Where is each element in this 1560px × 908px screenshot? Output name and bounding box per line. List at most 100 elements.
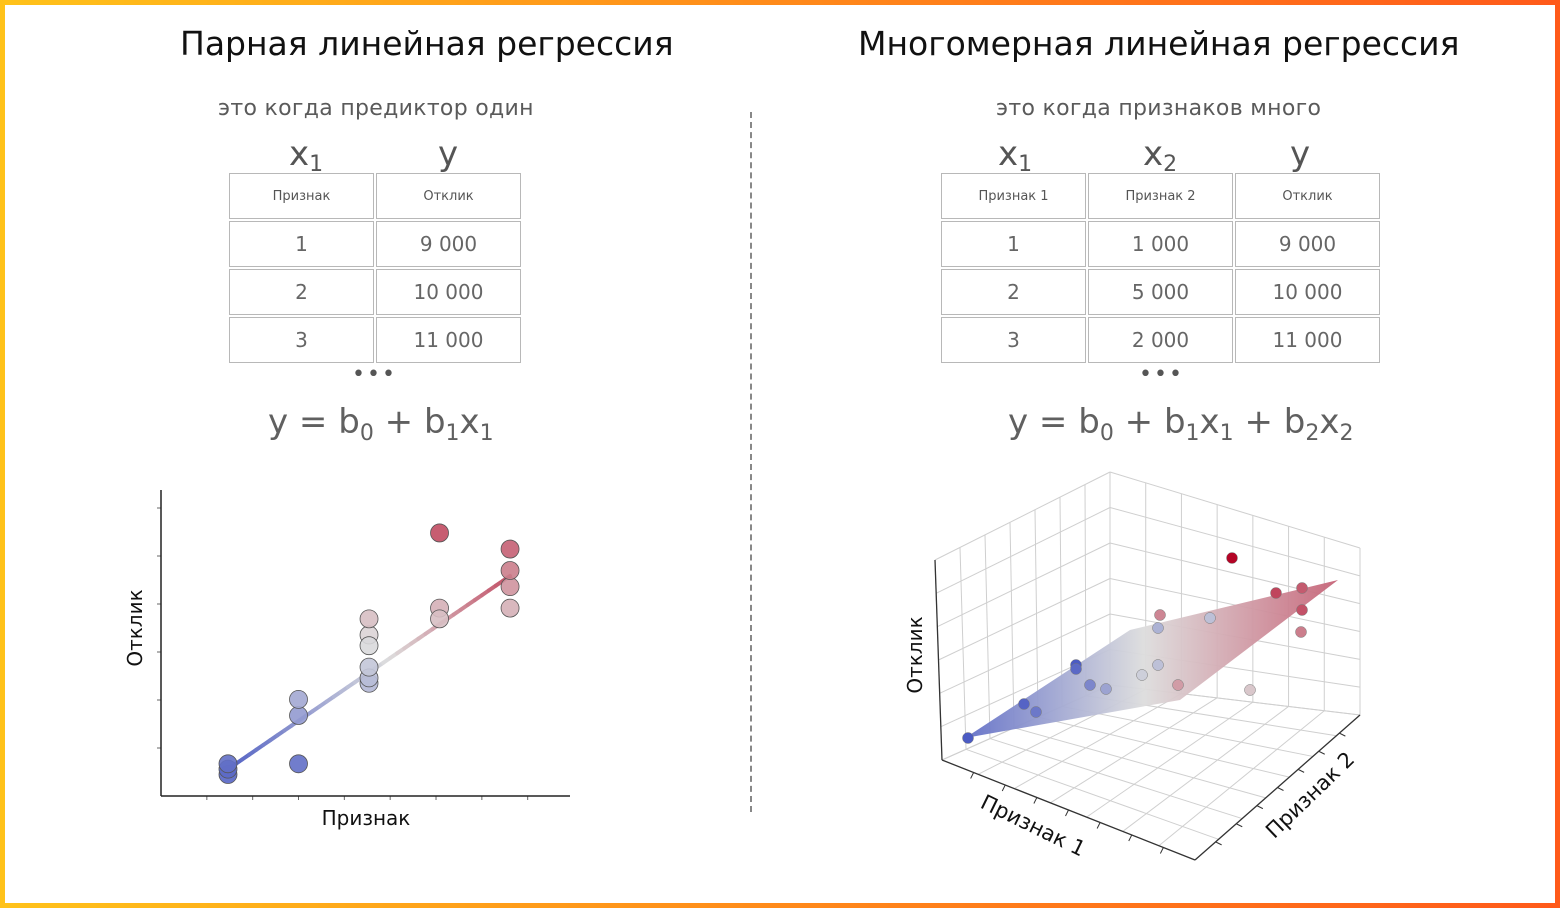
table-cell: 5 000 xyxy=(1088,269,1233,315)
x-tick xyxy=(1065,809,1069,817)
grid-line xyxy=(935,507,1111,594)
x-tick xyxy=(1001,784,1006,792)
data-point xyxy=(218,754,238,774)
left-colvar-y: y xyxy=(437,134,459,174)
regression-plane xyxy=(965,580,1338,738)
table-cell: 10 000 xyxy=(376,269,521,315)
data-point xyxy=(500,561,520,580)
left-subtitle: это когда предиктор один xyxy=(218,96,534,121)
table-cell: 11 000 xyxy=(1235,317,1380,363)
x-tick xyxy=(1128,834,1133,842)
data-point xyxy=(1296,604,1308,616)
table-header: Признак 2 xyxy=(1088,173,1233,219)
y-tick xyxy=(1256,805,1264,810)
right-subtitle: это когда признаков много xyxy=(996,96,1322,121)
data-point xyxy=(289,706,308,725)
table-cell: 3 xyxy=(229,317,374,363)
data-point xyxy=(359,657,379,677)
data-point xyxy=(359,636,379,656)
data-point xyxy=(1204,612,1216,624)
data-point xyxy=(1296,582,1308,594)
panel-divider xyxy=(750,112,752,812)
data-point xyxy=(1100,683,1112,695)
data-point xyxy=(1154,609,1166,621)
data-point xyxy=(1152,622,1164,634)
data-point xyxy=(430,609,449,629)
multiple-regression-3d-chart: Отклик Признак 1 Признак 2 xyxy=(903,471,1361,861)
y-axis-label: Отклик xyxy=(123,589,147,666)
data-point xyxy=(500,598,520,618)
grid-line xyxy=(1158,710,1325,847)
table-header: Признак 1 xyxy=(941,173,1086,219)
table-header: Отклик xyxy=(376,173,521,219)
grid-line xyxy=(934,471,1111,561)
grid-line xyxy=(989,738,1243,820)
left-ellipsis: ••• xyxy=(352,362,397,387)
x-tick xyxy=(1033,797,1038,804)
table-cell: 10 000 xyxy=(1235,269,1380,315)
x-tick xyxy=(970,772,975,779)
grid-line xyxy=(1122,706,1289,832)
x-axis-label: Признак 1 xyxy=(977,790,1089,861)
data-point xyxy=(359,609,379,629)
grid-line xyxy=(1086,701,1254,818)
data-point xyxy=(1018,698,1030,710)
z-axis-label: Отклик xyxy=(903,616,927,693)
table-header: Отклик xyxy=(1235,173,1380,219)
y-tick xyxy=(1277,787,1284,791)
data-point xyxy=(1084,679,1096,691)
grid-line xyxy=(1014,693,1182,790)
data-point xyxy=(1070,663,1082,675)
grid-line xyxy=(937,542,1111,628)
data-point xyxy=(1295,626,1307,638)
left-title: Парная линейная регрессия xyxy=(180,24,674,63)
x-tick xyxy=(1159,847,1164,854)
grid-line xyxy=(1109,471,1361,549)
simple-regression-scatter-chart: Признак Отклик xyxy=(123,490,570,830)
left-colvar-x1: x1 xyxy=(288,134,324,177)
right-formula: y = b0 + b1x1 + b2x2 xyxy=(1008,402,1354,446)
y-tick xyxy=(1339,732,1346,737)
table-header: Признак xyxy=(229,173,374,219)
data-point xyxy=(962,732,974,744)
right-colvar-x1: x1 xyxy=(997,134,1033,177)
right-colvar-x2: x2 xyxy=(1142,134,1178,177)
table-cell: 2 xyxy=(229,269,374,315)
data-point xyxy=(289,754,308,774)
table-cell: 3 xyxy=(941,317,1086,363)
grid-line xyxy=(1109,507,1361,577)
data-point xyxy=(1244,684,1256,696)
grid-line xyxy=(939,613,1111,694)
y-tick xyxy=(1297,768,1305,773)
grid-line xyxy=(938,578,1111,661)
data-point xyxy=(1172,679,1184,691)
data-point xyxy=(430,523,449,543)
data-point xyxy=(500,539,520,559)
data-point xyxy=(500,577,520,597)
data-point xyxy=(1152,659,1164,671)
right-ellipsis: ••• xyxy=(1139,362,1184,387)
table-cell: 9 000 xyxy=(1235,221,1380,267)
grid-line xyxy=(1061,705,1313,757)
x-tick xyxy=(1096,822,1101,829)
table-cell: 2 000 xyxy=(1088,317,1233,363)
table-cell: 1 xyxy=(229,221,374,267)
grid-line xyxy=(965,748,1219,840)
y-axis-label: Признак 2 xyxy=(1261,747,1359,843)
data-point xyxy=(1226,552,1238,564)
table-cell: 9 000 xyxy=(376,221,521,267)
y-tick xyxy=(1318,750,1325,755)
data-point xyxy=(1030,706,1042,718)
right-colvar-y: y xyxy=(1289,134,1311,174)
grid-line xyxy=(1109,542,1361,605)
left-formula: y = b0 + b1x1 xyxy=(268,402,494,446)
grid-line xyxy=(1013,727,1266,799)
y-tick xyxy=(1236,823,1243,828)
table-cell: 11 000 xyxy=(376,317,521,363)
y-tick xyxy=(1215,841,1222,846)
z-axis xyxy=(934,559,943,761)
data-point xyxy=(1270,587,1282,599)
data-point xyxy=(289,689,308,709)
data-point xyxy=(1136,669,1148,681)
